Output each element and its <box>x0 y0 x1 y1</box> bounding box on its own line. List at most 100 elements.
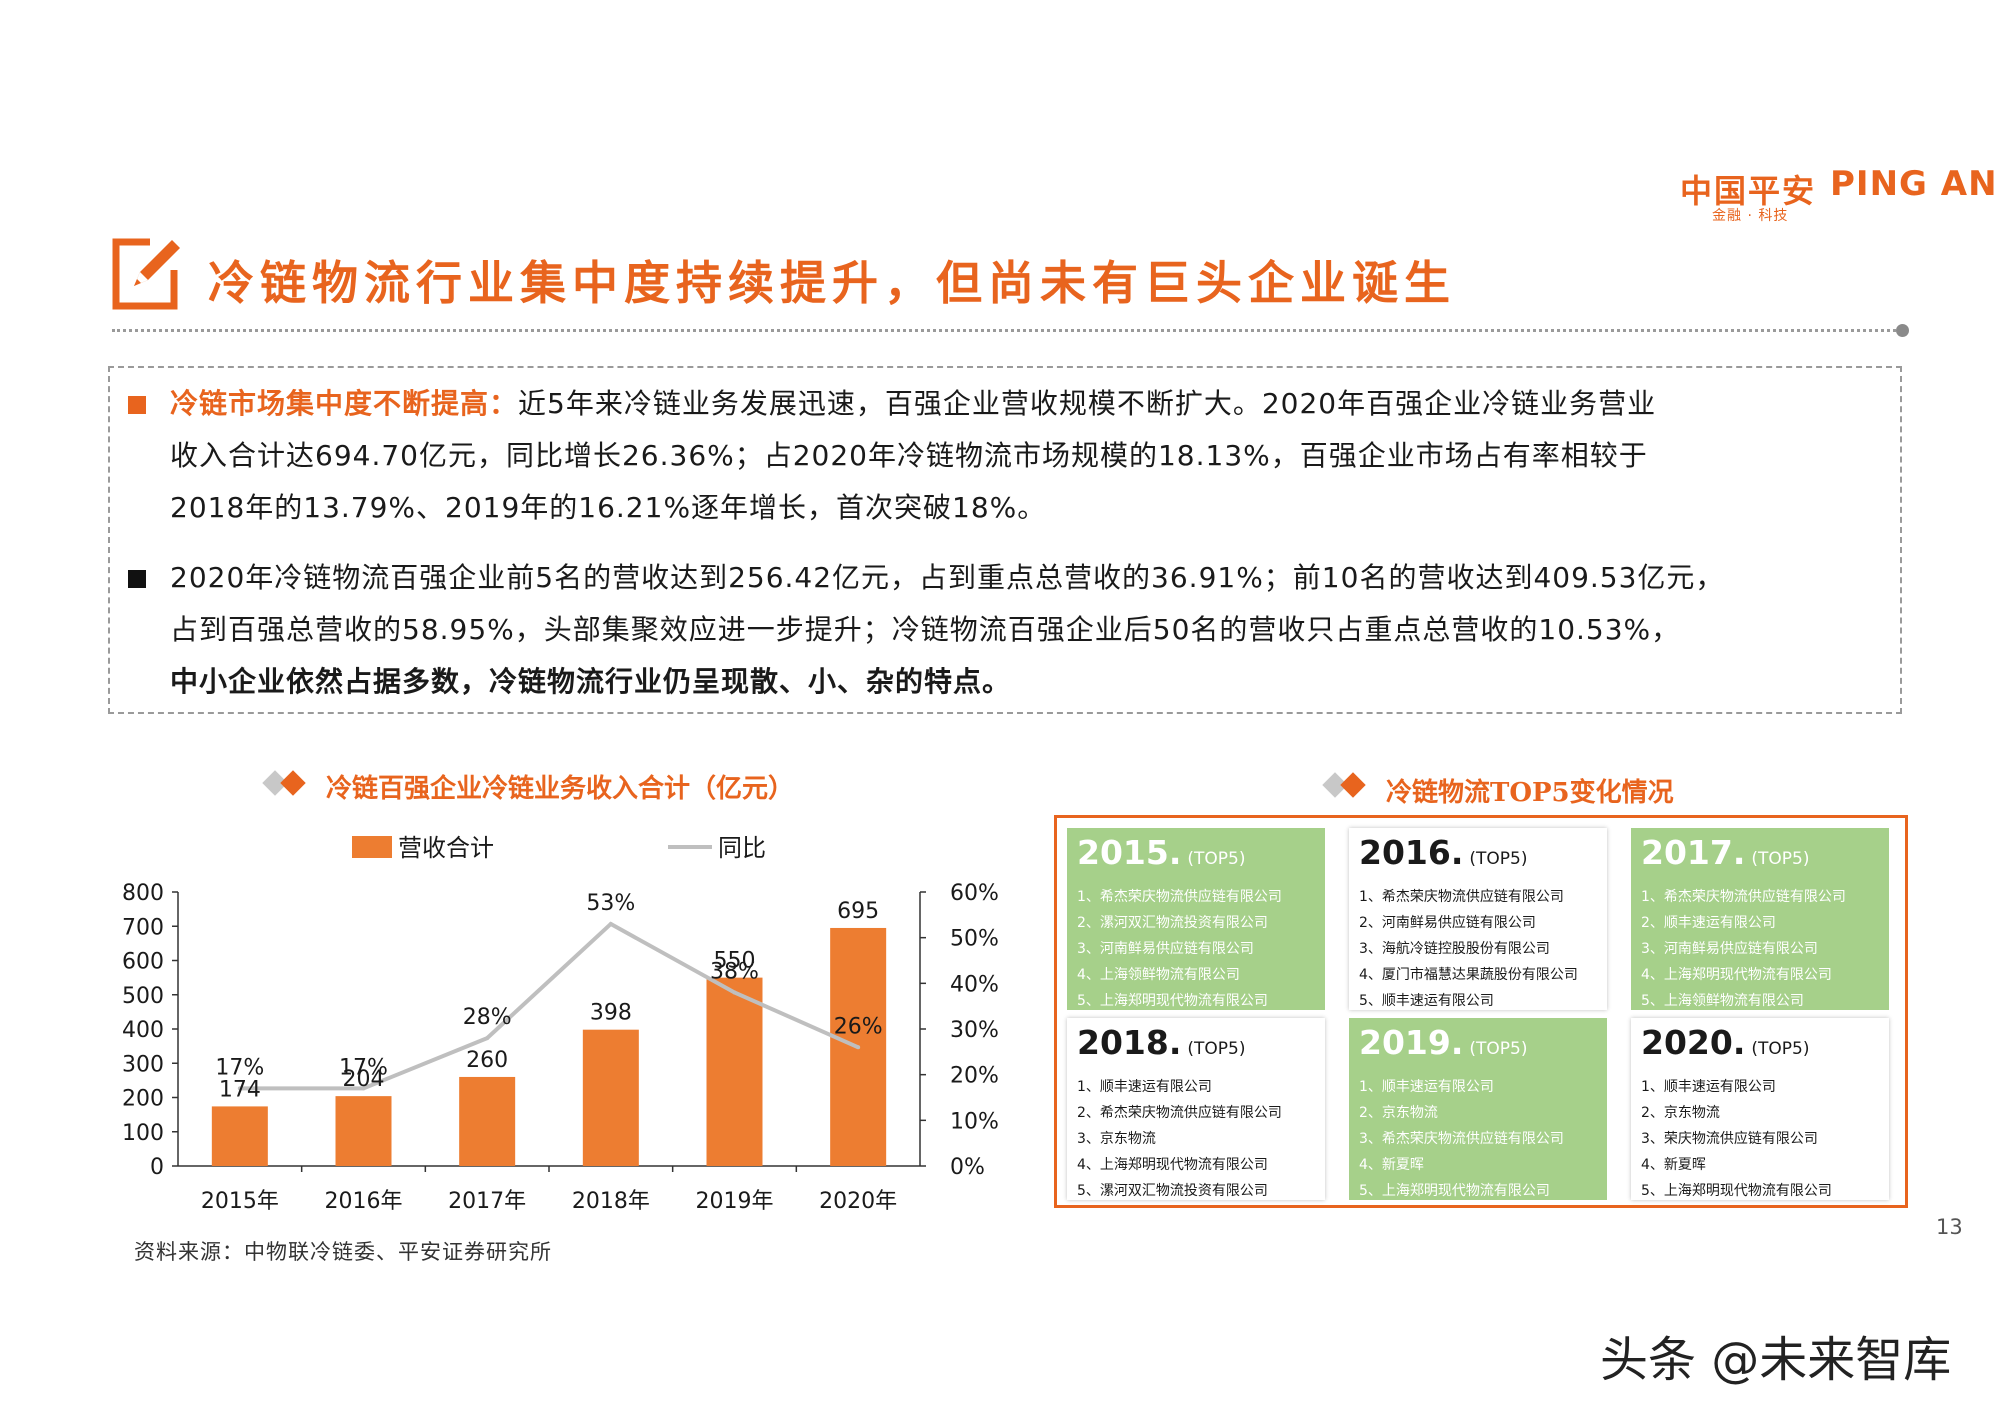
top5-list-item: 1、顺丰速运有限公司 <box>1641 1079 1776 1095</box>
top5-list-item: 2、漯河双汇物流投资有限公司 <box>1077 915 1268 931</box>
top5-list-item: 5、上海领鲜物流有限公司 <box>1641 993 1804 1009</box>
top5-tag: (TOP5) <box>1469 849 1528 869</box>
top5-tag: (TOP5) <box>1751 1039 1810 1059</box>
growth-value-label: 17% <box>339 1055 388 1080</box>
chart-line <box>237 921 861 1091</box>
top5-list: 1、希杰荣庆物流供应链有限公司 2、漯河双汇物流投资有限公司 3、河南鲜易供应链有限… <box>1077 884 1315 1014</box>
chart-labels: 174 2015年 204 2016年 260 2017年 398 2018年 550 2019年… <box>201 891 897 1214</box>
top5-list-item: 5、漯河双汇物流投资有限公司 <box>1077 1183 1268 1199</box>
top5-year-value: 2015. <box>1077 833 1182 872</box>
top5-list-item: 4、厦门市福慧达果蔬股份有限公司 <box>1359 967 1578 983</box>
growth-point <box>237 1086 242 1091</box>
y-tick-label: 300 <box>122 1052 164 1077</box>
top5-list-item: 3、海航冷链控股股份有限公司 <box>1359 941 1550 957</box>
top5-card-year: 2020. (TOP5) <box>1641 1024 1879 1068</box>
top5-list-item: 2、希杰荣庆物流供应链有限公司 <box>1077 1105 1282 1121</box>
bar-value-label: 695 <box>837 899 879 924</box>
y-tick-label: 700 <box>122 915 164 940</box>
pencil-note-icon <box>112 238 180 310</box>
bar-2015年 <box>211 1106 268 1166</box>
summary-box: 冷链市场集中度不断提高：近5年来冷链业务发展迅速，百强企业营收规模不断扩大。20… <box>108 366 1902 714</box>
top5-list-item: 2、河南鲜易供应链有限公司 <box>1359 915 1536 931</box>
top5-card-4: 2019. (TOP5) 1、顺丰速运有限公司 2、京东物流 3、希杰荣庆物流供应链有限… <box>1349 1018 1607 1200</box>
page-title: 冷链物流行业集中度持续提升，但尚未有巨头企业诞生 <box>208 256 1456 310</box>
bar-value-label: 174 <box>219 1077 261 1102</box>
bullet-1-line-3: 2018年的13.79%、2019年的16.21%逐年增长，首次突破18%。 <box>170 491 1047 524</box>
top5-list-item: 5、上海郑明现代物流有限公司 <box>1359 1183 1550 1199</box>
growth-value-label: 28% <box>463 1005 512 1030</box>
top5-section-title: 冷链物流TOP5变化情况 <box>1386 778 1674 808</box>
y-tick-label: 800 <box>122 881 164 906</box>
growth-line <box>239 921 859 1091</box>
legend-bar-swatch <box>352 836 392 858</box>
top5-tag: (TOP5) <box>1751 849 1810 869</box>
top5-card-5: 2020. (TOP5) 1、顺丰速运有限公司 2、京东物流 3、荣庆物流供应链有限公司… <box>1631 1018 1889 1200</box>
top5-tag: (TOP5) <box>1469 1039 1528 1059</box>
top5-tag: (TOP5) <box>1187 849 1246 869</box>
bar-2016年 <box>335 1096 392 1166</box>
logo-chinese: 中国平安 <box>1680 172 1817 210</box>
top5-tag: (TOP5) <box>1187 1039 1246 1059</box>
growth-point <box>608 921 613 926</box>
top5-list-item: 3、河南鲜易供应链有限公司 <box>1077 941 1254 957</box>
y-tick-label: 600 <box>122 950 164 975</box>
diamond-pair-icon <box>262 770 306 796</box>
top5-card-2: 2017. (TOP5) 1、希杰荣庆物流供应链有限公司 2、顺丰速运有限公司 3、河南… <box>1631 828 1889 1010</box>
top5-list-item: 1、顺丰速运有限公司 <box>1077 1079 1212 1095</box>
bullet-1-line-1: 冷链市场集中度不断提高：近5年来冷链业务发展迅速，百强企业营收规模不断扩大。20… <box>170 384 1656 424</box>
diamond-pair-icon <box>1322 772 1366 798</box>
top5-list-item: 3、希杰荣庆物流供应链有限公司 <box>1359 1131 1564 1147</box>
x-tick-label: 2015年 <box>201 1189 279 1214</box>
y2-tick-label: 60% <box>950 881 999 906</box>
bar-2017年 <box>459 1076 516 1166</box>
bullet-1-line-2: 收入合计达694.70亿元，同比增长26.36%；占2020年冷链物流市场规模的… <box>170 439 1648 472</box>
bullet-1-text-1: 近5年来冷链业务发展迅速，百强企业营收规模不断扩大。2020年百强企业冷链业务营… <box>518 387 1657 420</box>
top5-list-item: 4、新夏晖 <box>1641 1157 1706 1173</box>
y2-tick-label: 0% <box>950 1155 985 1180</box>
top5-card-year: 2018. (TOP5) <box>1077 1024 1315 1068</box>
growth-point <box>856 1045 861 1050</box>
title-divider <box>112 329 1902 332</box>
chart-legend: 营收合计 同比 <box>352 834 766 862</box>
growth-point <box>485 1036 490 1041</box>
top5-list-item: 4、上海郑明现代物流有限公司 <box>1641 967 1832 983</box>
logo-tagline: 金融 · 科技 <box>1712 208 1789 224</box>
top5-card-3: 2018. (TOP5) 1、顺丰速运有限公司 2、希杰荣庆物流供应链有限公司 3、京东… <box>1067 1018 1325 1200</box>
bullet-square-icon <box>128 396 146 414</box>
top5-list-item: 1、希杰荣庆物流供应链有限公司 <box>1641 889 1846 905</box>
top5-list: 1、顺丰速运有限公司 2、京东物流 3、希杰荣庆物流供应链有限公司 4、新夏晖 5、上海… <box>1359 1074 1597 1204</box>
source-note: 资料来源：中物联冷链委、平安证券研究所 <box>134 1240 552 1264</box>
chart-axes: 0 100 200 300 400 500 600 700 800 0% 10% 20% 30% 40% 5… <box>122 881 999 1180</box>
top5-list-item: 4、上海郑明现代物流有限公司 <box>1077 1157 1268 1173</box>
growth-point <box>732 990 737 995</box>
x-tick-label: 2020年 <box>819 1189 897 1214</box>
bullet-square-icon <box>128 570 146 588</box>
x-tick-label: 2018年 <box>572 1189 650 1214</box>
y2-tick-label: 40% <box>950 972 999 997</box>
logo-english: PING AN <box>1830 164 1998 204</box>
top5-card-1: 2016. (TOP5) 1、希杰荣庆物流供应链有限公司 2、河南鲜易供应链有限公司 3… <box>1349 828 1607 1010</box>
y-tick-label: 0 <box>150 1155 164 1180</box>
top5-list-item: 1、希杰荣庆物流供应链有限公司 <box>1359 889 1564 905</box>
y2-tick-label: 30% <box>950 1018 999 1043</box>
top5-list-item: 3、荣庆物流供应链有限公司 <box>1641 1131 1818 1147</box>
top5-list-item: 4、上海领鲜物流有限公司 <box>1077 967 1240 983</box>
top5-list: 1、希杰荣庆物流供应链有限公司 2、河南鲜易供应链有限公司 3、海航冷链控股股份有限… <box>1359 884 1597 1014</box>
top5-list-item: 2、京东物流 <box>1359 1105 1438 1121</box>
legend-bar-label: 营收合计 <box>398 834 494 862</box>
growth-point <box>361 1086 366 1091</box>
top5-year-value: 2019. <box>1359 1023 1464 1062</box>
bullet-2-line-3: 中小企业依然占据多数，冷链物流行业仍呈现散、小、杂的特点。 <box>170 665 1012 698</box>
y-tick-label: 400 <box>122 1018 164 1043</box>
title-divider-dot <box>1896 324 1909 337</box>
bar-value-label: 398 <box>590 1001 632 1026</box>
y2-tick-label: 10% <box>950 1109 999 1134</box>
top5-card-0: 2015. (TOP5) 1、希杰荣庆物流供应链有限公司 2、漯河双汇物流投资有限公司… <box>1067 828 1325 1010</box>
top5-card-year: 2016. (TOP5) <box>1359 834 1597 878</box>
growth-value-label: 38% <box>710 959 759 984</box>
page-number: 13 <box>1936 1215 1963 1239</box>
top5-list: 1、希杰荣庆物流供应链有限公司 2、顺丰速运有限公司 3、河南鲜易供应链有限公司 4、… <box>1641 884 1879 1014</box>
bar-value-label: 550 <box>714 949 756 974</box>
bar-2019年 <box>706 977 763 1166</box>
x-tick-label: 2016年 <box>325 1189 403 1214</box>
